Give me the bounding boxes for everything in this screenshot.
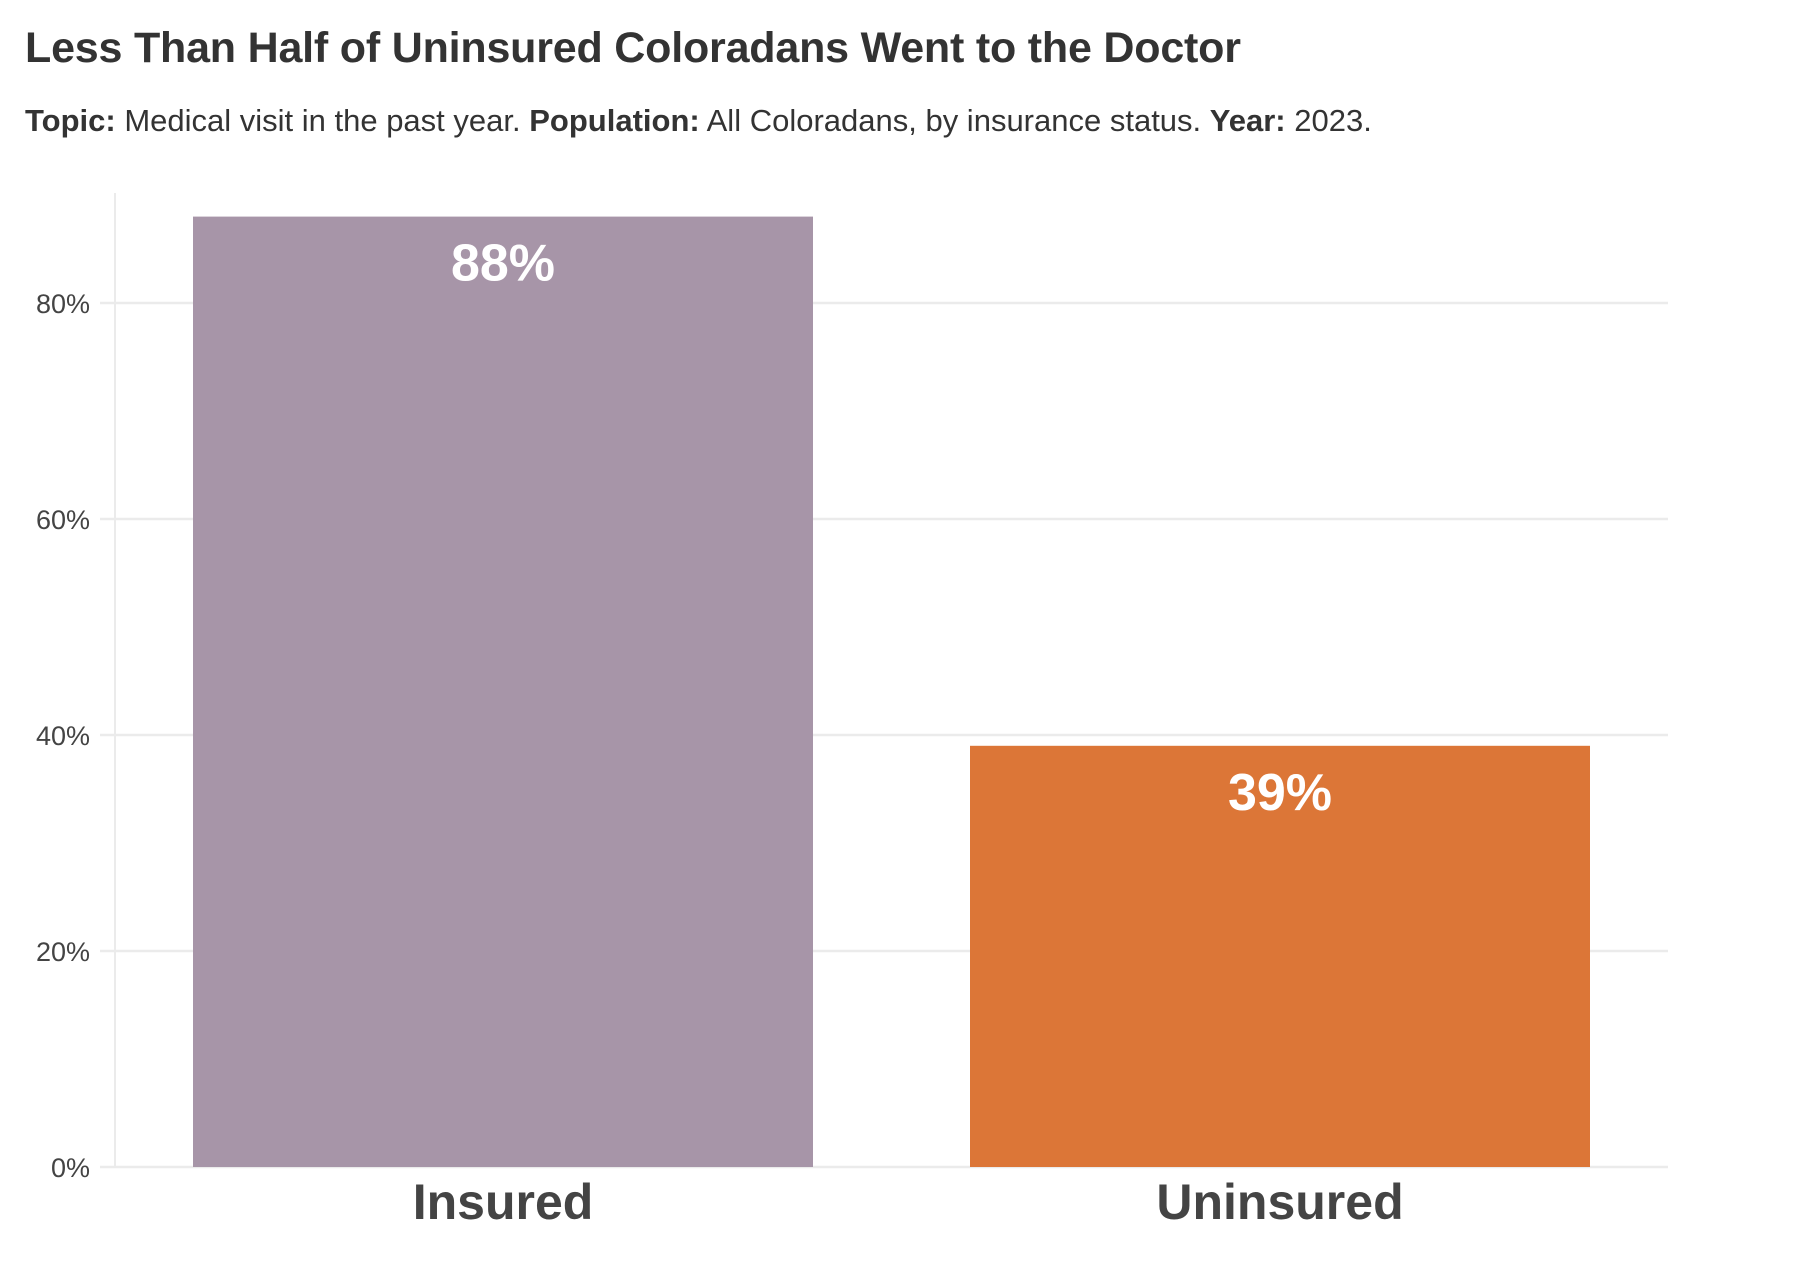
bar-data-label: 39% <box>1228 764 1332 822</box>
y-tick-label: 40% <box>36 721 90 751</box>
population-label: Population: <box>529 103 700 138</box>
year-label: Year: <box>1209 103 1286 138</box>
y-tick-label: 60% <box>36 505 90 535</box>
topic-value: Medical visit in the past year. <box>124 103 521 138</box>
bar <box>970 745 1590 1167</box>
x-category-label: Uninsured <box>1156 1174 1403 1230</box>
chart-subtitle: Topic: Medical visit in the past year. P… <box>25 103 1372 139</box>
population-value: All Coloradans, by insurance status. <box>706 103 1202 138</box>
bar-data-label: 88% <box>451 235 555 293</box>
y-tick-label: 80% <box>36 289 90 319</box>
bar <box>193 216 813 1168</box>
x-category-label: Insured <box>413 1174 594 1230</box>
y-axis: 0% 20% 40% 60% 80% <box>36 289 90 1183</box>
chart-title: Less Than Half of Uninsured Coloradans W… <box>25 24 1241 72</box>
year-value: 2023. <box>1294 103 1372 138</box>
y-tick-label: 20% <box>36 937 90 967</box>
bars: 88% 39% <box>193 216 1590 1168</box>
topic-label: Topic: <box>25 103 116 138</box>
y-tick-label: 0% <box>51 1153 90 1183</box>
x-axis: Insured Uninsured <box>413 1174 1404 1230</box>
